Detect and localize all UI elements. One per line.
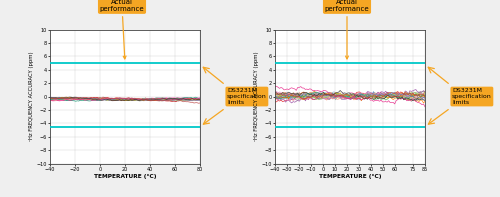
Text: Actual
performance: Actual performance bbox=[324, 0, 370, 59]
Text: DS3231M
specification
limits: DS3231M specification limits bbox=[452, 88, 492, 105]
Y-axis label: ¹Hz FREQUENCY ACCURACY (ppm): ¹Hz FREQUENCY ACCURACY (ppm) bbox=[29, 52, 34, 141]
Text: DS3231M
specification
limits: DS3231M specification limits bbox=[227, 88, 267, 105]
Y-axis label: ¹Hz FREQUENCY ACCURACY (ppm): ¹Hz FREQUENCY ACCURACY (ppm) bbox=[254, 52, 259, 141]
X-axis label: TEMPERATURE (°C): TEMPERATURE (°C) bbox=[94, 174, 156, 179]
X-axis label: TEMPERATURE (°C): TEMPERATURE (°C) bbox=[319, 174, 382, 179]
Text: Actual
performance: Actual performance bbox=[100, 0, 144, 59]
